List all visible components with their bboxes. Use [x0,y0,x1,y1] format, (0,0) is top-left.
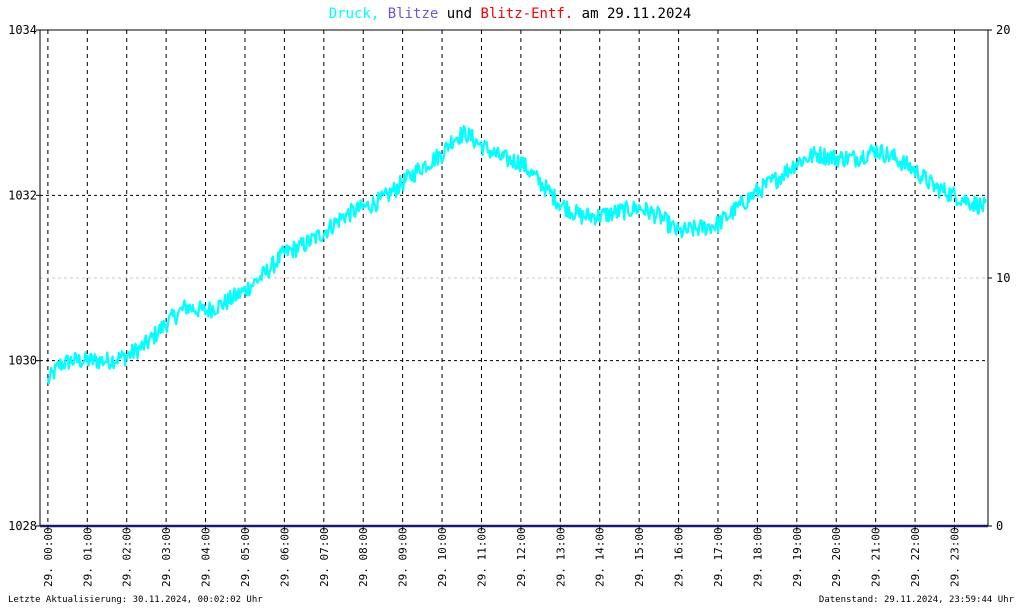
x-tick-label: 29. 22:00 [909,527,922,587]
x-tick-label: 29. 23:00 [948,527,961,587]
x-tick-label: 29. 08:00 [357,527,370,587]
x-tick-label: 29. 01:00 [81,527,94,587]
axes: 1028 1030 1032 1034 0 10 20 29. 00:00 29. 01:00 2… [8,23,1010,587]
x-tick-label: 29. 05:00 [239,527,252,587]
x-tick-label: 29. 20:00 [830,527,843,587]
title-blitz-entf: Blitz-Entf. [481,6,574,22]
title-druck: Druck, [329,6,380,22]
x-tick-label: 29. 07:00 [318,527,331,587]
x-tick-label: 29. 00:00 [42,527,55,587]
x-tick-label: 29. 17:00 [712,527,725,587]
y-left-tick-label: 1030 [8,354,37,368]
x-tick-label: 29. 04:00 [200,527,213,587]
title-date: am 29.11.2024 [582,6,692,22]
title-blitze: Blitze [388,6,439,22]
x-tick-label: 29. 10:00 [436,527,449,587]
x-tick-label: 29. 18:00 [751,527,764,587]
chart-title: Druck, Blitze und Blitz-Entf. am 29.11.2… [329,6,692,22]
pressure-line [46,125,988,385]
x-tick-label: 29. 11:00 [475,527,488,587]
y-right-tick-label: 20 [996,23,1010,37]
y-left-tick-label: 1034 [8,23,37,37]
x-tick-label: 29. 02:00 [121,527,134,587]
x-tick-label: 29. 14:00 [594,527,607,587]
x-tick-label: 29. 16:00 [673,527,686,587]
y-right-tick-label: 10 [996,271,1010,285]
footer-data-status: Datenstand: 29.11.2024, 23:59:44 Uhr [819,595,1015,605]
y-left-tick-label: 1032 [8,188,37,202]
footer-last-update: Letzte Aktualisierung: 30.11.2024, 00:02… [8,595,263,605]
x-tick-label: 29. 21:00 [870,527,883,587]
x-tick-label: 29. 13:00 [554,527,567,587]
x-tick-label: 29. 09:00 [397,527,410,587]
y-left-tick-label: 1028 [8,519,37,533]
x-tick-label: 29. 06:00 [278,527,291,587]
title-und: und [447,6,472,22]
series [46,125,988,527]
y-right-tick-label: 0 [996,519,1003,533]
x-tick-label: 29. 19:00 [791,527,804,587]
x-tick-label: 29. 03:00 [160,527,173,587]
x-tick-label: 29. 15:00 [633,527,646,587]
grid [40,30,988,526]
x-tick-label: 29. 12:00 [515,527,528,587]
